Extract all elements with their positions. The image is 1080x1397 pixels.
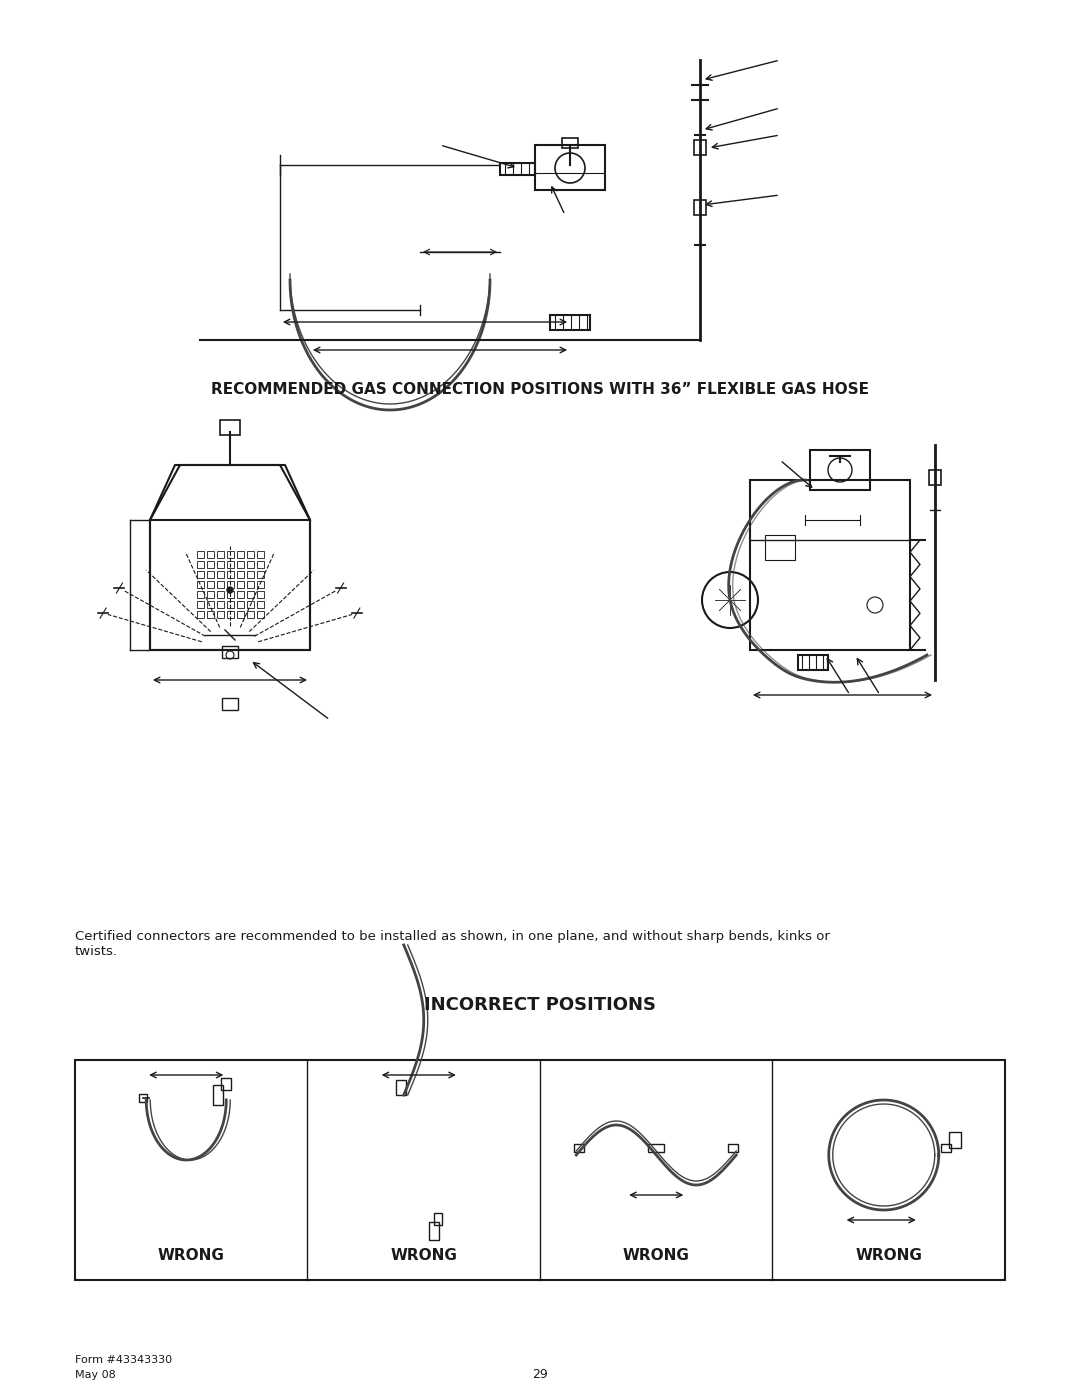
- Bar: [429, 1222, 438, 1241]
- Bar: [257, 550, 264, 557]
- Bar: [257, 610, 264, 617]
- Text: WRONG: WRONG: [623, 1248, 690, 1263]
- Bar: [217, 591, 224, 598]
- Bar: [247, 591, 254, 598]
- Bar: [222, 698, 238, 710]
- Bar: [750, 481, 910, 650]
- Bar: [550, 314, 590, 330]
- Bar: [197, 610, 204, 617]
- Text: WRONG: WRONG: [855, 1248, 922, 1263]
- Text: Certified connectors are recommended to be installed as shown, in one plane, and: Certified connectors are recommended to …: [75, 930, 829, 958]
- Bar: [220, 420, 240, 434]
- Text: INCORRECT POSITIONS: INCORRECT POSITIONS: [424, 996, 656, 1014]
- Bar: [207, 562, 214, 569]
- Bar: [237, 610, 244, 617]
- Bar: [222, 645, 238, 658]
- Bar: [207, 550, 214, 557]
- Bar: [227, 581, 234, 588]
- Bar: [728, 1144, 739, 1153]
- Bar: [227, 601, 234, 608]
- Bar: [217, 562, 224, 569]
- Bar: [237, 550, 244, 557]
- Text: RECOMMENDED GAS CONNECTION POSITIONS WITH 36” FLEXIBLE GAS HOSE: RECOMMENDED GAS CONNECTION POSITIONS WIT…: [211, 383, 869, 398]
- Bar: [75, 1060, 1005, 1280]
- Bar: [694, 200, 706, 215]
- Bar: [227, 562, 234, 569]
- Bar: [247, 581, 254, 588]
- Bar: [941, 1144, 950, 1153]
- Bar: [227, 610, 234, 617]
- Bar: [257, 562, 264, 569]
- Bar: [217, 610, 224, 617]
- Bar: [213, 1085, 224, 1105]
- Bar: [257, 571, 264, 578]
- Bar: [575, 1144, 584, 1153]
- Circle shape: [227, 587, 233, 592]
- Bar: [207, 581, 214, 588]
- Bar: [197, 550, 204, 557]
- Bar: [207, 571, 214, 578]
- Bar: [810, 450, 870, 490]
- Bar: [500, 163, 535, 175]
- Bar: [395, 1080, 406, 1095]
- Bar: [434, 1213, 442, 1225]
- Bar: [562, 138, 578, 148]
- Bar: [765, 535, 795, 560]
- Bar: [217, 601, 224, 608]
- Bar: [257, 591, 264, 598]
- Bar: [217, 571, 224, 578]
- Bar: [648, 1144, 664, 1153]
- Bar: [948, 1132, 961, 1148]
- Bar: [237, 601, 244, 608]
- Bar: [257, 581, 264, 588]
- Bar: [247, 601, 254, 608]
- Text: WRONG: WRONG: [158, 1248, 225, 1263]
- Bar: [221, 1078, 231, 1090]
- Bar: [247, 571, 254, 578]
- Bar: [197, 562, 204, 569]
- Bar: [197, 571, 204, 578]
- Bar: [197, 581, 204, 588]
- Bar: [227, 571, 234, 578]
- Bar: [217, 550, 224, 557]
- Bar: [197, 591, 204, 598]
- Bar: [257, 601, 264, 608]
- Bar: [694, 140, 706, 155]
- Bar: [217, 581, 224, 588]
- Text: WRONG: WRONG: [390, 1248, 457, 1263]
- Bar: [247, 610, 254, 617]
- Bar: [535, 145, 605, 190]
- Bar: [227, 550, 234, 557]
- Bar: [207, 601, 214, 608]
- Bar: [139, 1094, 147, 1102]
- Bar: [929, 469, 941, 485]
- Bar: [237, 581, 244, 588]
- Bar: [237, 562, 244, 569]
- Text: 29: 29: [532, 1369, 548, 1382]
- Bar: [197, 601, 204, 608]
- Bar: [207, 610, 214, 617]
- Text: May 08: May 08: [75, 1370, 116, 1380]
- Bar: [207, 591, 214, 598]
- Bar: [237, 591, 244, 598]
- Bar: [227, 591, 234, 598]
- Bar: [237, 571, 244, 578]
- Bar: [798, 655, 828, 671]
- Bar: [247, 550, 254, 557]
- Text: Form #43343330: Form #43343330: [75, 1355, 172, 1365]
- Bar: [150, 520, 310, 650]
- Bar: [247, 562, 254, 569]
